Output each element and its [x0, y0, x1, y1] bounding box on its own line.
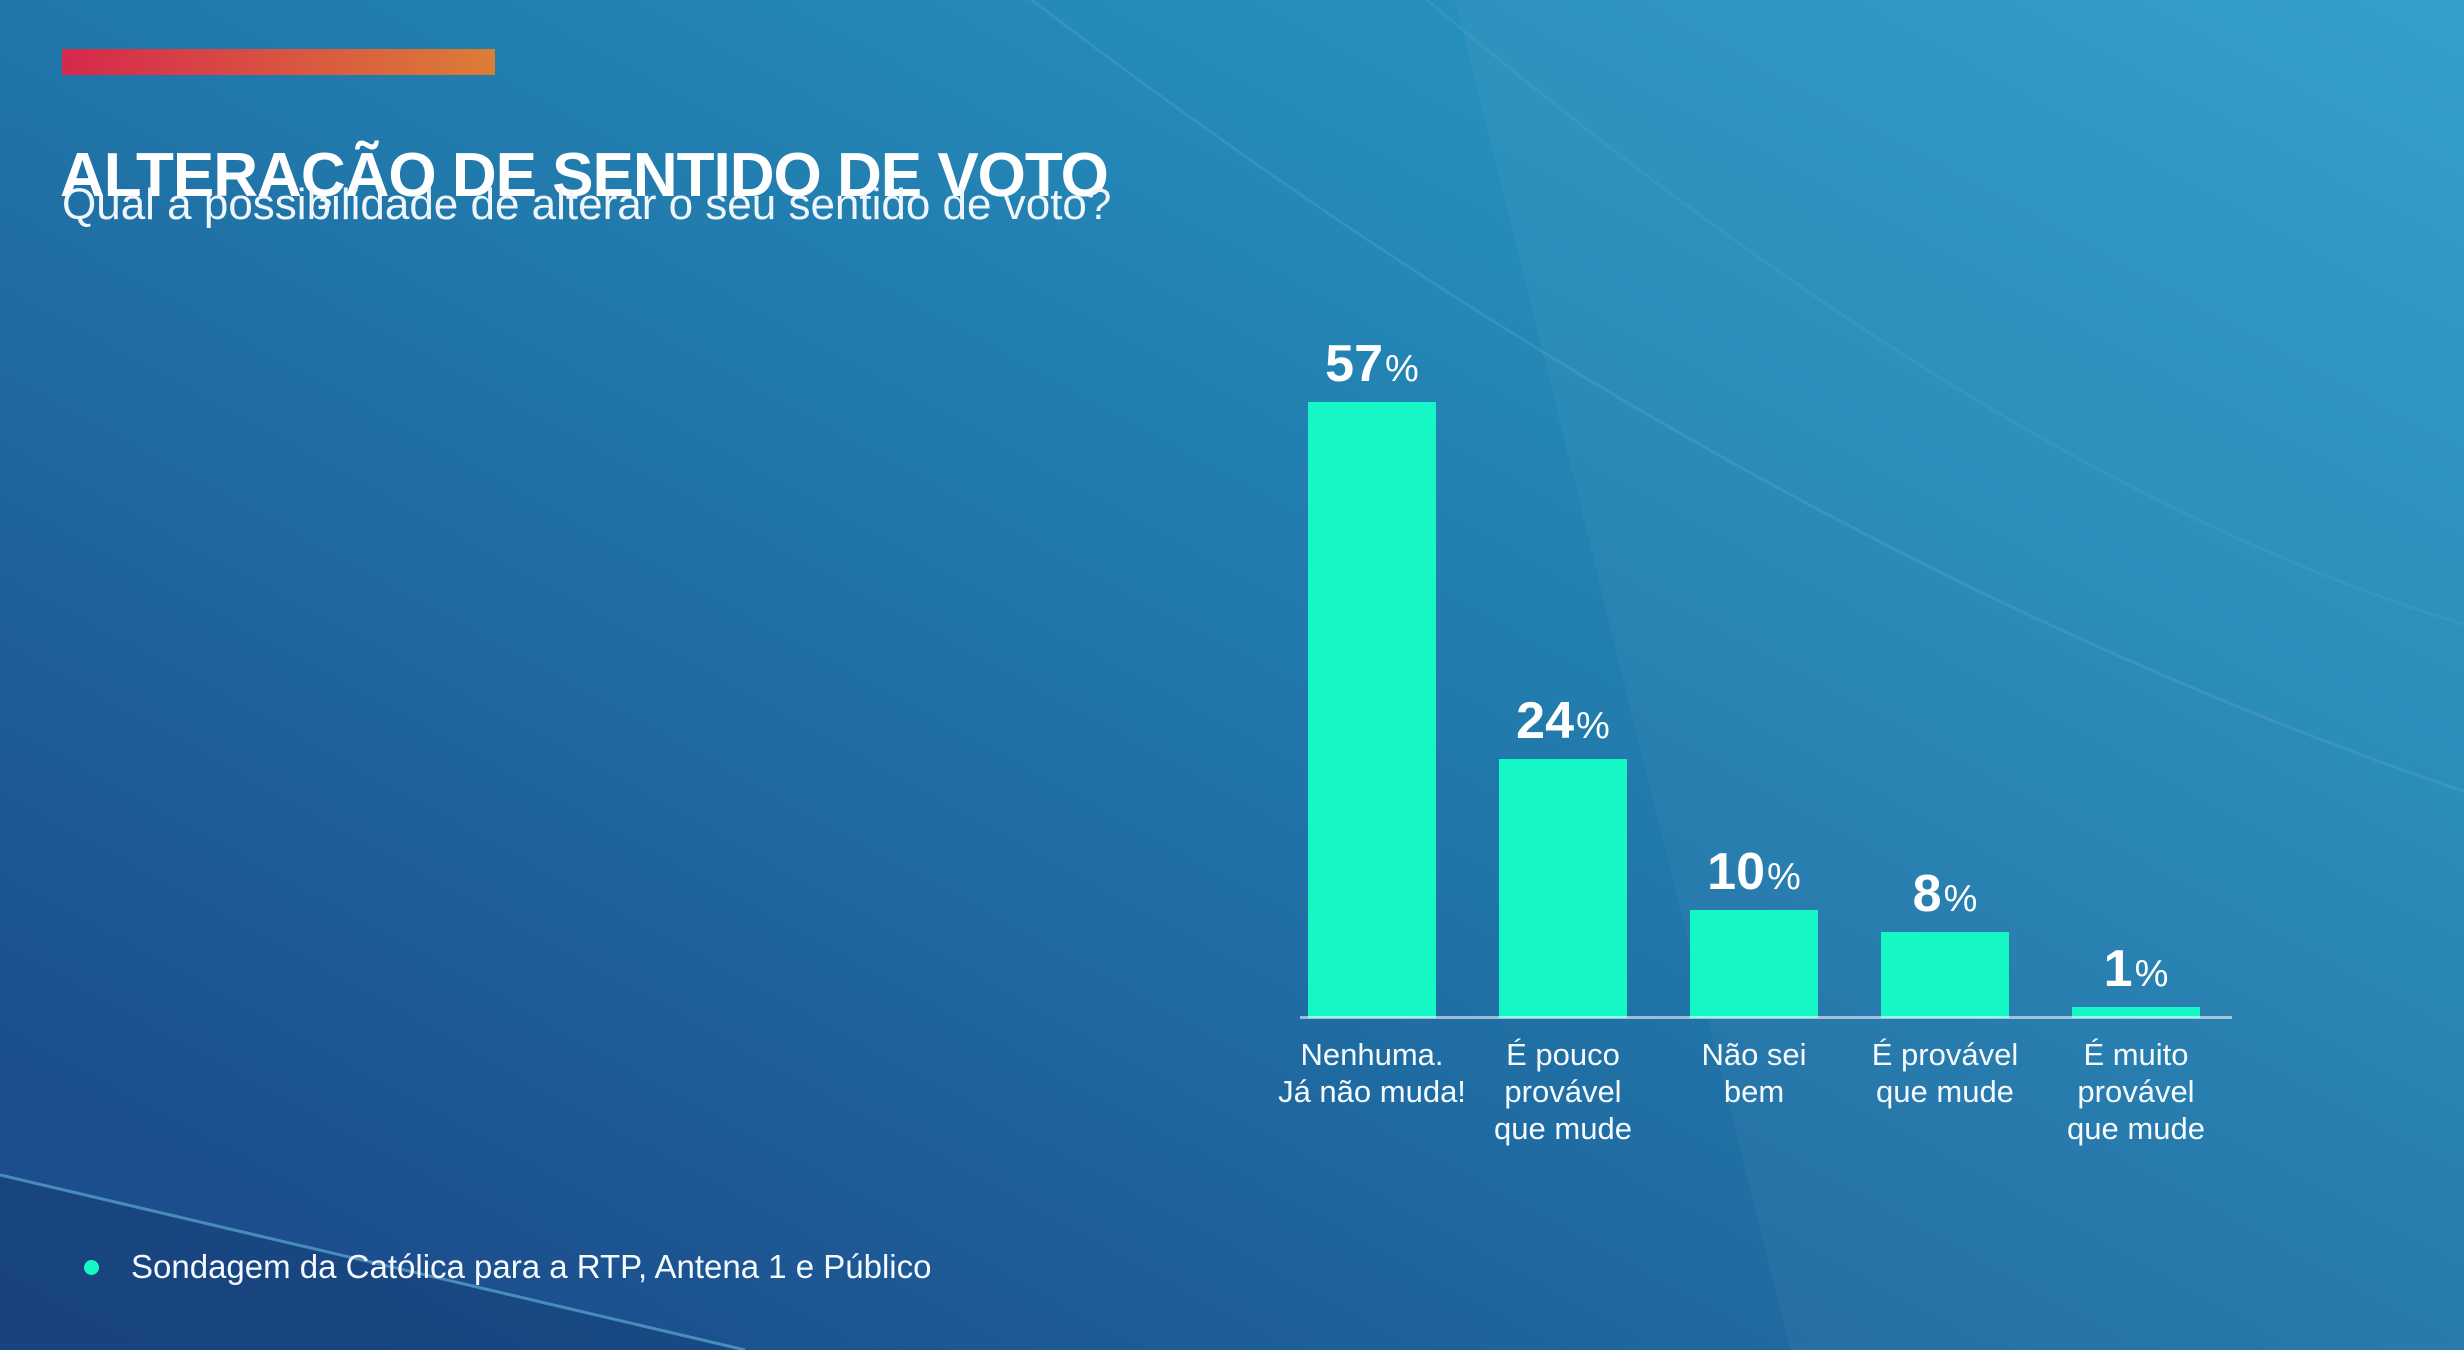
bar-value-label: 24%	[1516, 695, 1610, 747]
page-subtitle: Qual a possibilidade de alterar o seu se…	[62, 180, 1112, 229]
bar-value-number: 57	[1325, 335, 1384, 393]
source-footer: Sondagem da Católica para a RTP, Antena …	[84, 1248, 932, 1286]
bar-value-number: 8	[1912, 865, 1942, 923]
bar-chart: 57% Nenhuma. Já não muda! 24% É pouco prováve…	[1278, 338, 2205, 1146]
bar-column: 24% É pouco provável que mude	[1494, 695, 1632, 1146]
bar	[1690, 910, 1818, 1018]
bar-value-number: 10	[1707, 843, 1766, 901]
bar	[1308, 402, 1436, 1018]
percent-sign: %	[2134, 953, 2169, 995]
bar-column: 8% É provável que mude	[1872, 868, 2018, 1109]
bar	[1881, 932, 2009, 1018]
bar-value-number: 1	[2103, 940, 2133, 998]
source-text: Sondagem da Católica para a RTP, Antena …	[131, 1248, 932, 1285]
percent-sign: %	[1943, 878, 1978, 920]
bar-value-label: 10%	[1707, 846, 1801, 898]
bar-value-label: 8%	[1913, 868, 1978, 920]
bar-category-label: É muito provável que mude	[2067, 1037, 2205, 1146]
bar	[2072, 1007, 2200, 1018]
percent-sign: %	[1576, 705, 1610, 747]
bar-value-number: 24	[1516, 692, 1575, 750]
bar-column: 57% Nenhuma. Já não muda!	[1278, 338, 1466, 1109]
bar-category-label: Não sei bem	[1701, 1037, 1807, 1109]
bar-category-label: Nenhuma. Já não muda!	[1278, 1037, 1466, 1109]
accent-gradient-bar	[62, 49, 495, 75]
source-bullet-icon	[84, 1259, 99, 1275]
page-title: ALTERAÇÃO DE SENTIDO DE VOTO	[60, 140, 1109, 210]
bar	[1499, 759, 1627, 1018]
percent-sign: %	[1385, 348, 1419, 390]
bar-category-label: É provável que mude	[1871, 1037, 2019, 1109]
chart-baseline-axis	[1300, 1016, 2232, 1019]
bar-column: 1% É muito provável que mude	[2067, 943, 2205, 1146]
bar-value-label: 57%	[1325, 338, 1419, 390]
percent-sign: %	[1767, 856, 1801, 898]
bar-value-label: 1%	[2104, 943, 2169, 995]
bar-column: 10% Não sei bem	[1690, 846, 1818, 1109]
bar-category-label: É pouco provável que mude	[1494, 1037, 1632, 1146]
